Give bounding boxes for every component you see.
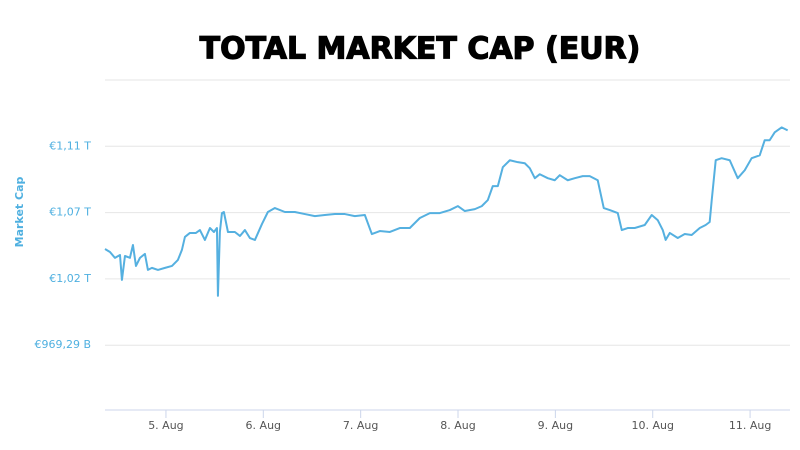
x-tick-label: 5. Aug <box>148 419 183 432</box>
x-tick-label: 6. Aug <box>246 419 281 432</box>
y-tick-label: €1,11 T <box>49 139 91 152</box>
x-tick-label: 11. Aug <box>729 419 771 432</box>
chart-title: TOTAL MARKET CAP (EUR) <box>200 32 641 67</box>
y-tick-label: €969,29 B <box>34 338 91 351</box>
x-tick-label: 10. Aug <box>631 419 673 432</box>
x-tick-label: 7. Aug <box>343 419 378 432</box>
line-series <box>104 126 789 297</box>
x-tick-label: 9. Aug <box>538 419 573 432</box>
y-axis-label: Market Cap <box>13 177 26 248</box>
y-tick-label: €1,02 T <box>49 272 91 285</box>
y-tick-label: €1,07 T <box>49 206 91 219</box>
x-tick-label: 8. Aug <box>440 419 475 432</box>
